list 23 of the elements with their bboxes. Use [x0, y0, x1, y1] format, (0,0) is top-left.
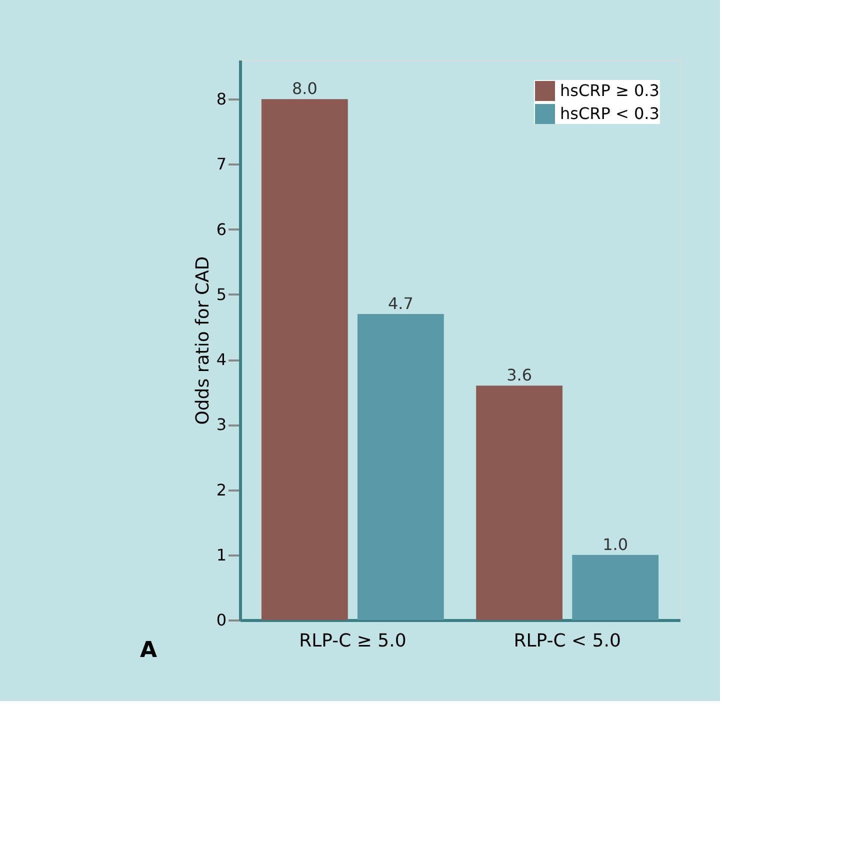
x-tick-label: RLP-C < 5.0 — [514, 630, 621, 652]
y-tick-label: 8 — [216, 90, 226, 109]
y-tick-label: 0 — [216, 610, 226, 630]
y-tick-label: 7 — [216, 154, 226, 174]
y-tick-label: 4 — [216, 350, 226, 370]
y-tick-label: 6 — [216, 220, 226, 239]
bar — [357, 314, 444, 620]
data-label: 3.6 — [506, 366, 532, 385]
y-axis-title: Odds ratio for CAD — [192, 256, 214, 425]
text: A — [140, 638, 158, 663]
bar — [572, 554, 659, 620]
legend-label: hsCRP < 0.3 — [560, 104, 660, 123]
y-tick-label: 3 — [216, 415, 226, 434]
x-tick-label: RLP-C ≥ 5.0 — [299, 630, 406, 652]
y-tick-label: 1 — [216, 545, 226, 564]
y-tick-label: 5 — [216, 284, 226, 304]
bar — [476, 386, 563, 620]
data-label: 8.0 — [292, 79, 318, 98]
legend-label: hsCRP ≥ 0.3 — [560, 81, 660, 100]
data-label: 4.7 — [388, 294, 414, 313]
bar — [261, 99, 348, 620]
data-label: 1.0 — [602, 534, 628, 554]
y-tick-label: 2 — [216, 480, 226, 500]
